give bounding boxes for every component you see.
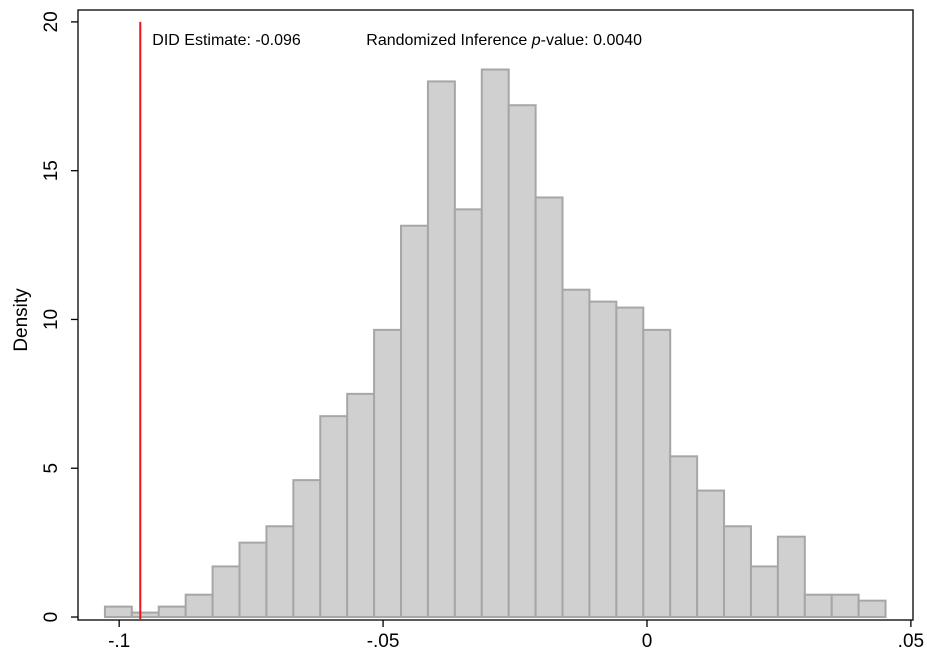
bar xyxy=(615,306,645,619)
pvalue-label: Randomized Inference p-value: 0.0040 xyxy=(366,32,642,49)
y-tick-label: 10 xyxy=(41,309,62,330)
bar xyxy=(588,300,618,619)
x-tick-label: .05 xyxy=(898,631,924,652)
bar xyxy=(642,328,672,619)
bar xyxy=(426,80,456,619)
y-tick-label: 15 xyxy=(41,160,62,181)
bar xyxy=(184,593,214,619)
bar xyxy=(103,605,133,619)
x-tick-label: -.05 xyxy=(367,631,400,652)
bar xyxy=(346,392,376,619)
bar xyxy=(265,525,295,619)
bar xyxy=(669,455,699,619)
bar xyxy=(507,104,537,619)
x-tick-label: -.1 xyxy=(108,631,130,652)
bar xyxy=(534,196,564,619)
bar xyxy=(480,68,510,619)
y-tick-label: 20 xyxy=(41,11,62,32)
bar xyxy=(696,489,726,619)
bar xyxy=(130,611,160,619)
bar xyxy=(292,479,322,619)
bar xyxy=(723,525,752,619)
bar xyxy=(830,593,860,619)
bar xyxy=(453,208,483,619)
bar xyxy=(857,599,887,619)
bar xyxy=(803,593,833,619)
bar xyxy=(238,541,268,619)
plot-frame xyxy=(77,9,914,621)
pvalue-part: Randomized Inference xyxy=(366,32,531,49)
x-tick-label: 0 xyxy=(642,631,653,652)
y-tick-label: 0 xyxy=(41,612,62,623)
bar xyxy=(561,288,591,619)
estimate-label: DID Estimate: -0.096 xyxy=(152,32,301,49)
bar xyxy=(157,605,187,619)
bar xyxy=(400,224,429,619)
bar xyxy=(373,328,403,619)
bar xyxy=(749,565,779,619)
y-tick-label: 5 xyxy=(41,463,62,474)
bar xyxy=(211,565,241,619)
pvalue-part: -value: 0.0040 xyxy=(541,32,643,49)
bar xyxy=(319,415,349,619)
bar xyxy=(776,535,806,619)
pvalue-part: p xyxy=(531,32,541,49)
y-axis-label: Density xyxy=(11,288,32,352)
